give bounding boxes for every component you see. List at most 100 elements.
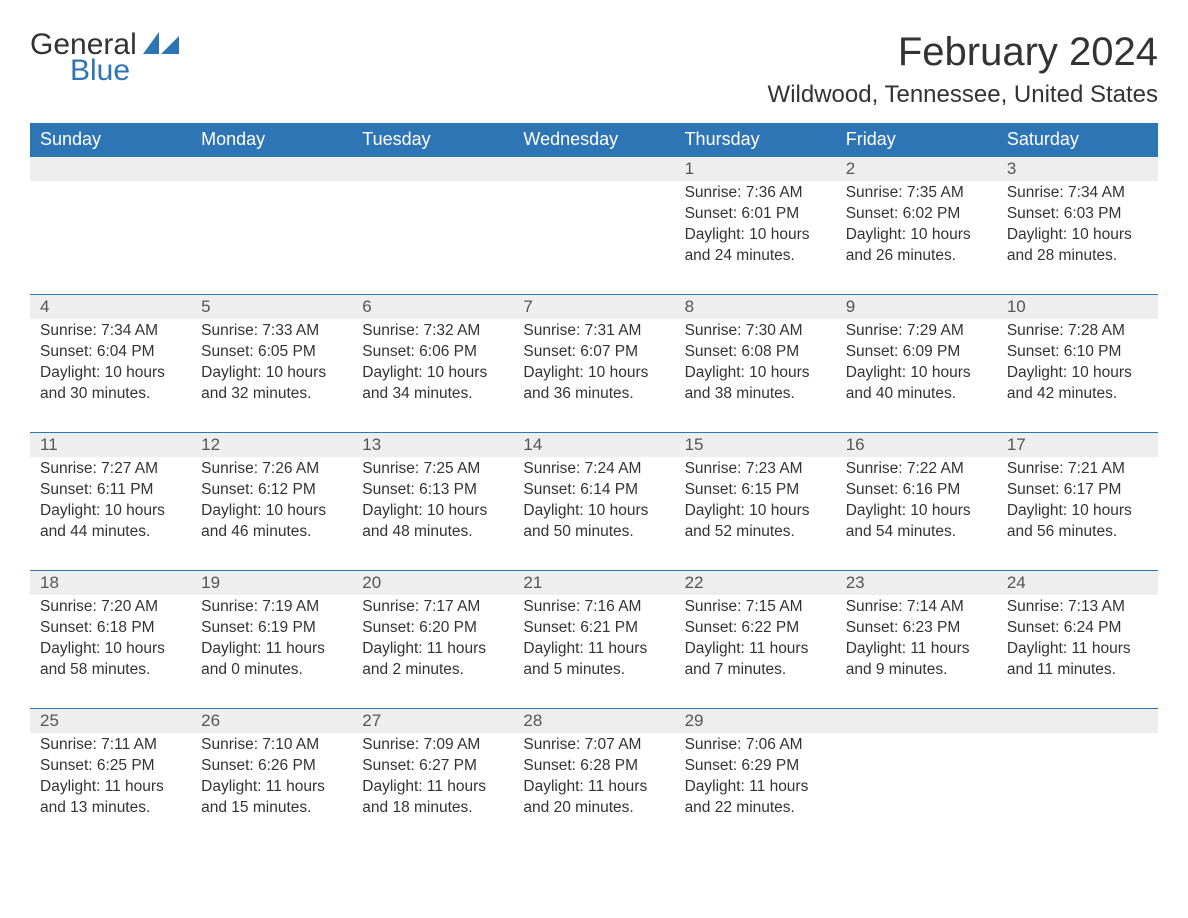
weekday-header: Tuesday bbox=[352, 123, 513, 156]
week-row: 18Sunrise: 7:20 AMSunset: 6:18 PMDayligh… bbox=[30, 570, 1158, 708]
day-number: 19 bbox=[191, 570, 352, 595]
daylight1-line: Daylight: 11 hours bbox=[40, 777, 181, 798]
daylight2-line: and 52 minutes. bbox=[685, 522, 826, 543]
sunrise-line: Sunrise: 7:27 AM bbox=[40, 459, 181, 480]
day-number: 20 bbox=[352, 570, 513, 595]
daylight1-line: Daylight: 11 hours bbox=[685, 639, 826, 660]
daylight2-line: and 36 minutes. bbox=[523, 384, 664, 405]
sunrise-line: Sunrise: 7:22 AM bbox=[846, 459, 987, 480]
daylight1-line: Daylight: 11 hours bbox=[362, 777, 503, 798]
daylight2-line: and 48 minutes. bbox=[362, 522, 503, 543]
sunset-line: Sunset: 6:01 PM bbox=[685, 204, 826, 225]
daylight1-line: Daylight: 10 hours bbox=[1007, 225, 1148, 246]
day-cell bbox=[30, 156, 191, 294]
daylight1-line: Daylight: 10 hours bbox=[523, 363, 664, 384]
day-cell bbox=[352, 156, 513, 294]
day-cell: 10Sunrise: 7:28 AMSunset: 6:10 PMDayligh… bbox=[997, 294, 1158, 432]
sunrise-line: Sunrise: 7:25 AM bbox=[362, 459, 503, 480]
day-cell: 1Sunrise: 7:36 AMSunset: 6:01 PMDaylight… bbox=[675, 156, 836, 294]
day-details: Sunrise: 7:23 AMSunset: 6:15 PMDaylight:… bbox=[675, 457, 836, 551]
daylight2-line: and 5 minutes. bbox=[523, 660, 664, 681]
daylight2-line: and 30 minutes. bbox=[40, 384, 181, 405]
day-cell: 2Sunrise: 7:35 AMSunset: 6:02 PMDaylight… bbox=[836, 156, 997, 294]
daylight1-line: Daylight: 11 hours bbox=[846, 639, 987, 660]
sail-icon bbox=[143, 30, 179, 52]
day-cell: 8Sunrise: 7:30 AMSunset: 6:08 PMDaylight… bbox=[675, 294, 836, 432]
sunrise-line: Sunrise: 7:09 AM bbox=[362, 735, 503, 756]
sunset-line: Sunset: 6:21 PM bbox=[523, 618, 664, 639]
day-cell: 14Sunrise: 7:24 AMSunset: 6:14 PMDayligh… bbox=[513, 432, 674, 570]
day-details: Sunrise: 7:20 AMSunset: 6:18 PMDaylight:… bbox=[30, 595, 191, 689]
day-number bbox=[30, 156, 191, 181]
location-subtitle: Wildwood, Tennessee, United States bbox=[768, 81, 1158, 109]
day-number: 1 bbox=[675, 156, 836, 181]
daylight2-line: and 7 minutes. bbox=[685, 660, 826, 681]
day-cell: 25Sunrise: 7:11 AMSunset: 6:25 PMDayligh… bbox=[30, 708, 191, 846]
day-details: Sunrise: 7:09 AMSunset: 6:27 PMDaylight:… bbox=[352, 733, 513, 827]
calendar-table: SundayMondayTuesdayWednesdayThursdayFrid… bbox=[30, 123, 1158, 846]
day-cell bbox=[997, 708, 1158, 846]
day-number: 29 bbox=[675, 708, 836, 733]
weekday-header: Monday bbox=[191, 123, 352, 156]
daylight2-line: and 58 minutes. bbox=[40, 660, 181, 681]
day-details: Sunrise: 7:15 AMSunset: 6:22 PMDaylight:… bbox=[675, 595, 836, 689]
day-details: Sunrise: 7:36 AMSunset: 6:01 PMDaylight:… bbox=[675, 181, 836, 275]
day-details: Sunrise: 7:35 AMSunset: 6:02 PMDaylight:… bbox=[836, 181, 997, 275]
day-number: 10 bbox=[997, 294, 1158, 319]
week-row: 25Sunrise: 7:11 AMSunset: 6:25 PMDayligh… bbox=[30, 708, 1158, 846]
day-cell: 3Sunrise: 7:34 AMSunset: 6:03 PMDaylight… bbox=[997, 156, 1158, 294]
day-details: Sunrise: 7:06 AMSunset: 6:29 PMDaylight:… bbox=[675, 733, 836, 827]
day-number bbox=[352, 156, 513, 181]
sunset-line: Sunset: 6:27 PM bbox=[362, 756, 503, 777]
day-number: 28 bbox=[513, 708, 674, 733]
daylight2-line: and 40 minutes. bbox=[846, 384, 987, 405]
day-details: Sunrise: 7:29 AMSunset: 6:09 PMDaylight:… bbox=[836, 319, 997, 413]
daylight2-line: and 32 minutes. bbox=[201, 384, 342, 405]
day-details: Sunrise: 7:14 AMSunset: 6:23 PMDaylight:… bbox=[836, 595, 997, 689]
daylight2-line: and 15 minutes. bbox=[201, 798, 342, 819]
sunset-line: Sunset: 6:07 PM bbox=[523, 342, 664, 363]
weekday-header: Friday bbox=[836, 123, 997, 156]
sunset-line: Sunset: 6:16 PM bbox=[846, 480, 987, 501]
daylight2-line: and 11 minutes. bbox=[1007, 660, 1148, 681]
day-number: 25 bbox=[30, 708, 191, 733]
day-number: 5 bbox=[191, 294, 352, 319]
sunrise-line: Sunrise: 7:13 AM bbox=[1007, 597, 1148, 618]
calendar-body: 1Sunrise: 7:36 AMSunset: 6:01 PMDaylight… bbox=[30, 156, 1158, 846]
sunset-line: Sunset: 6:08 PM bbox=[685, 342, 826, 363]
day-cell: 9Sunrise: 7:29 AMSunset: 6:09 PMDaylight… bbox=[836, 294, 997, 432]
sunrise-line: Sunrise: 7:31 AM bbox=[523, 321, 664, 342]
daylight1-line: Daylight: 10 hours bbox=[846, 225, 987, 246]
day-cell: 18Sunrise: 7:20 AMSunset: 6:18 PMDayligh… bbox=[30, 570, 191, 708]
daylight1-line: Daylight: 11 hours bbox=[1007, 639, 1148, 660]
weekday-header-row: SundayMondayTuesdayWednesdayThursdayFrid… bbox=[30, 123, 1158, 156]
week-row: 4Sunrise: 7:34 AMSunset: 6:04 PMDaylight… bbox=[30, 294, 1158, 432]
daylight2-line: and 20 minutes. bbox=[523, 798, 664, 819]
daylight1-line: Daylight: 10 hours bbox=[685, 225, 826, 246]
day-details bbox=[997, 733, 1158, 743]
sunset-line: Sunset: 6:05 PM bbox=[201, 342, 342, 363]
sunrise-line: Sunrise: 7:34 AM bbox=[1007, 183, 1148, 204]
sunrise-line: Sunrise: 7:17 AM bbox=[362, 597, 503, 618]
sunrise-line: Sunrise: 7:06 AM bbox=[685, 735, 826, 756]
day-cell: 4Sunrise: 7:34 AMSunset: 6:04 PMDaylight… bbox=[30, 294, 191, 432]
day-number: 8 bbox=[675, 294, 836, 319]
day-cell: 11Sunrise: 7:27 AMSunset: 6:11 PMDayligh… bbox=[30, 432, 191, 570]
sunrise-line: Sunrise: 7:23 AM bbox=[685, 459, 826, 480]
weekday-header: Sunday bbox=[30, 123, 191, 156]
day-details: Sunrise: 7:11 AMSunset: 6:25 PMDaylight:… bbox=[30, 733, 191, 827]
day-details: Sunrise: 7:13 AMSunset: 6:24 PMDaylight:… bbox=[997, 595, 1158, 689]
day-details: Sunrise: 7:10 AMSunset: 6:26 PMDaylight:… bbox=[191, 733, 352, 827]
weekday-header: Thursday bbox=[675, 123, 836, 156]
day-number: 13 bbox=[352, 432, 513, 457]
day-details bbox=[836, 733, 997, 743]
day-cell: 12Sunrise: 7:26 AMSunset: 6:12 PMDayligh… bbox=[191, 432, 352, 570]
day-number: 4 bbox=[30, 294, 191, 319]
sunrise-line: Sunrise: 7:20 AM bbox=[40, 597, 181, 618]
day-details: Sunrise: 7:24 AMSunset: 6:14 PMDaylight:… bbox=[513, 457, 674, 551]
sunrise-line: Sunrise: 7:11 AM bbox=[40, 735, 181, 756]
daylight1-line: Daylight: 10 hours bbox=[685, 363, 826, 384]
day-details: Sunrise: 7:34 AMSunset: 6:04 PMDaylight:… bbox=[30, 319, 191, 413]
day-number: 3 bbox=[997, 156, 1158, 181]
day-cell: 26Sunrise: 7:10 AMSunset: 6:26 PMDayligh… bbox=[191, 708, 352, 846]
